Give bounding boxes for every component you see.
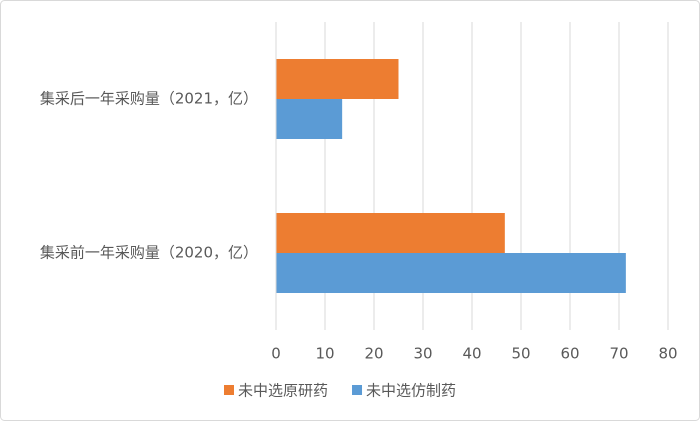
bar	[276, 253, 626, 293]
x-tick-label: 30	[413, 345, 432, 363]
x-tick-label: 20	[364, 345, 383, 363]
legend-swatch	[352, 385, 363, 395]
x-tick-label: 50	[511, 345, 530, 363]
y-tick-label: 集采后一年采购量（2021，亿）	[40, 90, 258, 108]
bar	[276, 99, 343, 139]
x-tick-label: 80	[658, 345, 677, 363]
y-tick-label: 集采前一年采购量（2020，亿）	[40, 244, 258, 262]
x-tick-label: 40	[462, 345, 481, 363]
legend-swatch	[224, 385, 234, 395]
x-tick-label: 0	[271, 345, 281, 363]
legend-label: 未中选仿制药	[366, 382, 456, 400]
x-tick-label: 70	[609, 345, 628, 363]
x-tick-label: 60	[560, 345, 579, 363]
bar	[276, 59, 399, 99]
legend-label: 未中选原研药	[238, 382, 328, 400]
bar	[276, 213, 505, 253]
x-tick-label: 10	[315, 345, 334, 363]
